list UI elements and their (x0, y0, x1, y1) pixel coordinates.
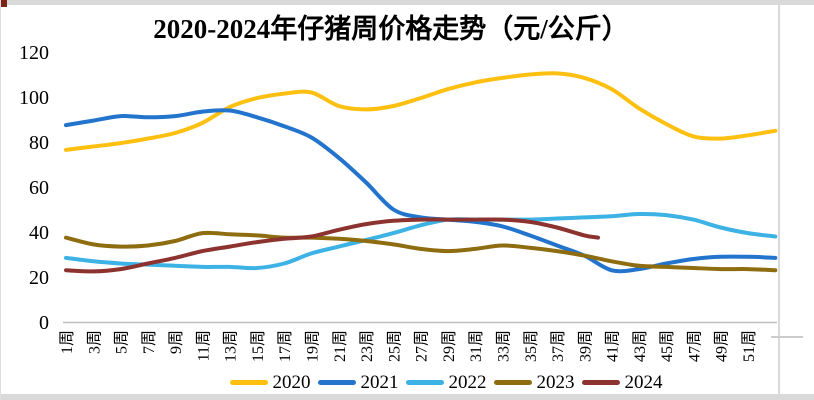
x-axis-tick-label: 47周 (686, 330, 703, 362)
x-axis-tick-label: 13周 (223, 330, 240, 362)
x-axis-tick-label: 7周 (141, 330, 158, 354)
x-axis-tick-label: 43周 (632, 330, 649, 362)
legend-label-2024: 2024 (624, 371, 663, 393)
x-axis-tick-label: 51周 (741, 330, 758, 362)
y-axis-tick-label: 0 (39, 312, 49, 334)
series-line-2024 (64, 217, 600, 274)
x-axis-tick-label: 23周 (359, 330, 376, 362)
x-axis-tick-label: 27周 (414, 330, 431, 362)
x-axis-tick-label: 9周 (168, 330, 185, 354)
x-axis-tick-label: 41周 (605, 330, 622, 362)
series-line-2023 (64, 230, 778, 273)
x-axis-tick-label: 5周 (114, 330, 131, 354)
window-top-edge (1, 0, 814, 5)
chart-title: 2020-2024年仔猪周价格走势（元/公斤） (153, 14, 629, 44)
x-axis-tick-label: 45周 (659, 330, 676, 362)
x-axis-tick-label: 31周 (468, 330, 485, 362)
legend-item-2022: 2022 (405, 371, 487, 393)
x-axis-tick-label: 29周 (441, 330, 458, 362)
chart-legend: 2020 2021 2022 2023 2024 (93, 371, 799, 393)
x-axis-tick-label: 25周 (386, 330, 403, 362)
legend-item-2024: 2024 (581, 371, 663, 393)
series-line-2022 (64, 211, 778, 271)
x-axis-tick-label: 3周 (86, 330, 103, 354)
legend-label-2022: 2022 (448, 371, 487, 393)
series-line-2020 (64, 71, 778, 152)
y-axis-tick-label: 120 (19, 42, 49, 64)
cell-gridline-stub (771, 336, 803, 338)
cell-gridline-vertical (778, 4, 780, 394)
x-axis-tick-label: 19周 (305, 330, 322, 362)
x-axis-tick-label: 39周 (577, 330, 594, 362)
legend-item-2023: 2023 (493, 371, 575, 393)
y-axis-tick-label: 40 (29, 222, 49, 244)
y-axis-tick-label: 20 (29, 267, 49, 289)
x-axis-tick-label: 17周 (277, 330, 294, 362)
x-axis-tick-label: 37周 (550, 330, 567, 362)
legend-label-2021: 2021 (360, 371, 399, 393)
y-axis-tick-label: 60 (29, 177, 49, 199)
x-axis-tick-label: 11周 (195, 330, 212, 361)
corner-marker (1, 0, 7, 7)
y-axis-tick-label: 80 (29, 132, 49, 154)
window-bottom-edge (1, 394, 814, 400)
legend-label-2023: 2023 (536, 371, 575, 393)
legend-swatch-2023 (493, 379, 532, 385)
x-axis-tick-label: 15周 (250, 330, 267, 362)
x-axis-tick-label: 33周 (495, 330, 512, 362)
x-axis-tick-label: 1周 (59, 330, 76, 354)
legend-swatch-2022 (405, 379, 444, 385)
legend-item-2020: 2020 (229, 371, 311, 393)
x-axis-tick-label: 21周 (332, 330, 349, 362)
legend-item-2021: 2021 (317, 371, 399, 393)
x-axis-tick-label: 35周 (523, 330, 540, 362)
legend-swatch-2021 (317, 379, 356, 385)
legend-label-2020: 2020 (272, 371, 311, 393)
legend-swatch-2024 (581, 379, 620, 385)
x-axis-tick-label: 49周 (714, 330, 731, 362)
legend-swatch-2020 (229, 379, 268, 385)
y-axis-tick-label: 100 (19, 87, 49, 109)
